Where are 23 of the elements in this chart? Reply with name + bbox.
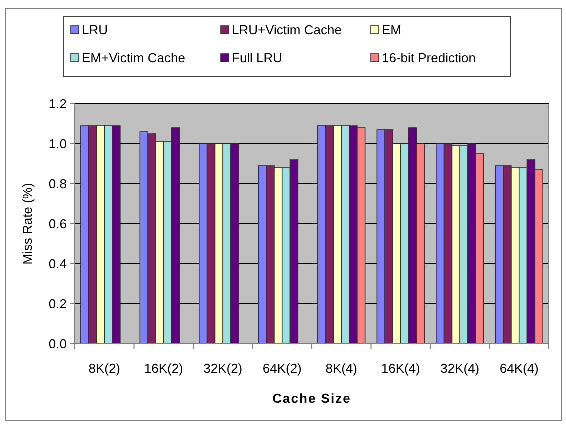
x-tick-label: 32K(4) [440, 361, 480, 376]
x-tick-label: 8K(2) [88, 361, 121, 376]
legend-label: Full LRU [232, 50, 283, 66]
y-axis-title: Miss Rate (%) [20, 183, 35, 265]
legend-label: EM [382, 22, 402, 38]
x-tick-label: 64K(4) [500, 361, 539, 376]
legend-label: 16-bit Prediction [382, 50, 476, 66]
y-tick-label: 1.0 [48, 136, 67, 152]
x-tick-label: 16K(2) [144, 361, 184, 376]
x-tick-label: 64K(2) [262, 361, 302, 376]
y-tick-label: 0.8 [48, 176, 67, 192]
legend-label: LRU [82, 22, 108, 38]
y-tick-label: 1.2 [48, 96, 67, 112]
x-axis-title: Cache Size [272, 391, 352, 406]
legend-label: EM+Victim Cache [82, 50, 186, 66]
x-tick-label: 16K(4) [381, 361, 420, 376]
legend-label: LRU+Victim Cache [232, 22, 342, 38]
y-tick-label: 0.2 [48, 296, 67, 312]
y-tick-label: 0.4 [48, 256, 67, 272]
x-tick-label: 32K(2) [204, 361, 243, 376]
y-tick-label: 0.0 [48, 336, 67, 352]
y-tick-label: 0.6 [48, 216, 67, 232]
x-tick-label: 8K(4) [326, 361, 358, 376]
